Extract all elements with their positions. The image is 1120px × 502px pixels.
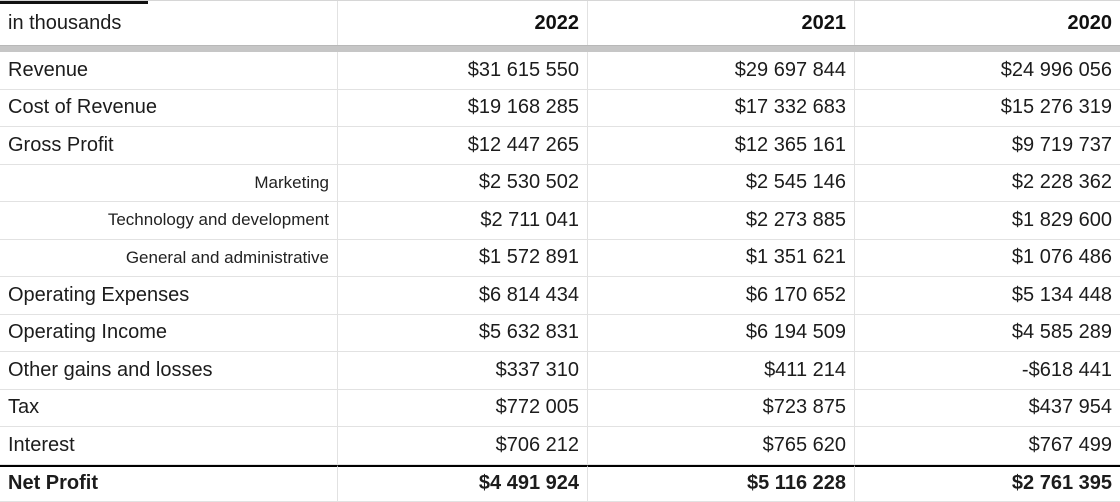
row-label-cell[interactable]: Marketing xyxy=(0,164,338,202)
value-cell-year-1[interactable]: $2 711 041 xyxy=(338,202,588,240)
row-label-cell[interactable]: Tax xyxy=(0,389,338,427)
row-label-cell[interactable]: Net Profit xyxy=(0,464,338,501)
row-label-cell[interactable]: Operating Income xyxy=(0,314,338,352)
year-label: 2020 xyxy=(1067,11,1113,34)
header-row: in thousands 2022 2021 2020 xyxy=(0,1,1120,45)
value-cell-year-1[interactable]: $4 491 924 xyxy=(338,464,588,501)
value-cell-year-1[interactable]: $1 572 891 xyxy=(338,239,588,277)
value-cell-year-3[interactable]: $767 499 xyxy=(855,427,1120,465)
value-cell-year-2[interactable]: $29 697 844 xyxy=(588,52,855,90)
value-cell-year-2[interactable]: $6 170 652 xyxy=(588,277,855,315)
value-cell-year-3[interactable]: $2 228 362 xyxy=(855,164,1120,202)
value-cell-year-3[interactable]: -$618 441 xyxy=(855,352,1120,390)
row-label-cell[interactable]: Technology and development xyxy=(0,202,338,240)
table-row: Other gains and losses $337 310 $411 214… xyxy=(0,352,1120,390)
header-cell-year-1[interactable]: 2022 xyxy=(338,1,588,45)
table-row: General and administrative $1 572 891 $1… xyxy=(0,239,1120,277)
row-label-cell[interactable]: Interest xyxy=(0,427,338,465)
value-cell-year-3[interactable]: $15 276 319 xyxy=(855,89,1120,127)
table-body: Revenue $31 615 550 $29 697 844 $24 996 … xyxy=(0,52,1120,501)
value-cell-year-1[interactable]: $337 310 xyxy=(338,352,588,390)
value-cell-year-1[interactable]: $12 447 265 xyxy=(338,127,588,165)
unit-label: in thousands xyxy=(8,11,122,34)
row-label-cell[interactable]: Operating Expenses xyxy=(0,277,338,315)
row-label-cell[interactable]: Revenue xyxy=(0,52,338,90)
year-label: 2021 xyxy=(801,11,847,34)
value-cell-year-3[interactable]: $2 761 395 xyxy=(855,464,1120,501)
value-cell-year-2[interactable]: $17 332 683 xyxy=(588,89,855,127)
value-cell-year-2[interactable]: $723 875 xyxy=(588,389,855,427)
year-label: 2022 xyxy=(534,11,580,34)
value-cell-year-2[interactable]: $2 273 885 xyxy=(588,202,855,240)
header-cell-year-3[interactable]: 2020 xyxy=(855,1,1120,45)
table-row: Operating Income $5 632 831 $6 194 509 $… xyxy=(0,314,1120,352)
table-row: Net Profit $4 491 924 $5 116 228 $2 761 … xyxy=(0,464,1120,501)
row-label-cell[interactable]: General and administrative xyxy=(0,239,338,277)
value-cell-year-3[interactable]: $1 829 600 xyxy=(855,202,1120,240)
table-row: Cost of Revenue $19 168 285 $17 332 683 … xyxy=(0,89,1120,127)
value-cell-year-3[interactable]: $1 076 486 xyxy=(855,239,1120,277)
value-cell-year-2[interactable]: $6 194 509 xyxy=(588,314,855,352)
table-row: Interest $706 212 $765 620 $767 499 xyxy=(0,427,1120,465)
table-row: Marketing $2 530 502 $2 545 146 $2 228 3… xyxy=(0,164,1120,202)
header-cell-year-2[interactable]: 2021 xyxy=(588,1,855,45)
value-cell-year-2[interactable]: $2 545 146 xyxy=(588,164,855,202)
value-cell-year-3[interactable]: $437 954 xyxy=(855,389,1120,427)
value-cell-year-3[interactable]: $24 996 056 xyxy=(855,52,1120,90)
value-cell-year-2[interactable]: $1 351 621 xyxy=(588,239,855,277)
table-row: Technology and development $2 711 041 $2… xyxy=(0,202,1120,240)
frozen-row-divider xyxy=(0,45,1120,52)
value-cell-year-2[interactable]: $765 620 xyxy=(588,427,855,465)
table-row: Revenue $31 615 550 $29 697 844 $24 996 … xyxy=(0,52,1120,90)
value-cell-year-3[interactable]: $4 585 289 xyxy=(855,314,1120,352)
value-cell-year-2[interactable]: $5 116 228 xyxy=(588,464,855,501)
table-row: Tax $772 005 $723 875 $437 954 xyxy=(0,389,1120,427)
row-label-cell[interactable]: Gross Profit xyxy=(0,127,338,165)
value-cell-year-1[interactable]: $31 615 550 xyxy=(338,52,588,90)
header-cell-unit-label[interactable]: in thousands xyxy=(0,1,338,45)
value-cell-year-1[interactable]: $19 168 285 xyxy=(338,89,588,127)
table-row: Operating Expenses $6 814 434 $6 170 652… xyxy=(0,277,1120,315)
value-cell-year-1[interactable]: $5 632 831 xyxy=(338,314,588,352)
value-cell-year-1[interactable]: $2 530 502 xyxy=(338,164,588,202)
table-row: Gross Profit $12 447 265 $12 365 161 $9 … xyxy=(0,127,1120,165)
value-cell-year-3[interactable]: $9 719 737 xyxy=(855,127,1120,165)
value-cell-year-1[interactable]: $706 212 xyxy=(338,427,588,465)
value-cell-year-3[interactable]: $5 134 448 xyxy=(855,277,1120,315)
value-cell-year-2[interactable]: $12 365 161 xyxy=(588,127,855,165)
value-cell-year-2[interactable]: $411 214 xyxy=(588,352,855,390)
row-label-cell[interactable]: Other gains and losses xyxy=(0,352,338,390)
value-cell-year-1[interactable]: $772 005 xyxy=(338,389,588,427)
top-border-remnant xyxy=(0,1,148,4)
value-cell-year-1[interactable]: $6 814 434 xyxy=(338,277,588,315)
row-label-cell[interactable]: Cost of Revenue xyxy=(0,89,338,127)
